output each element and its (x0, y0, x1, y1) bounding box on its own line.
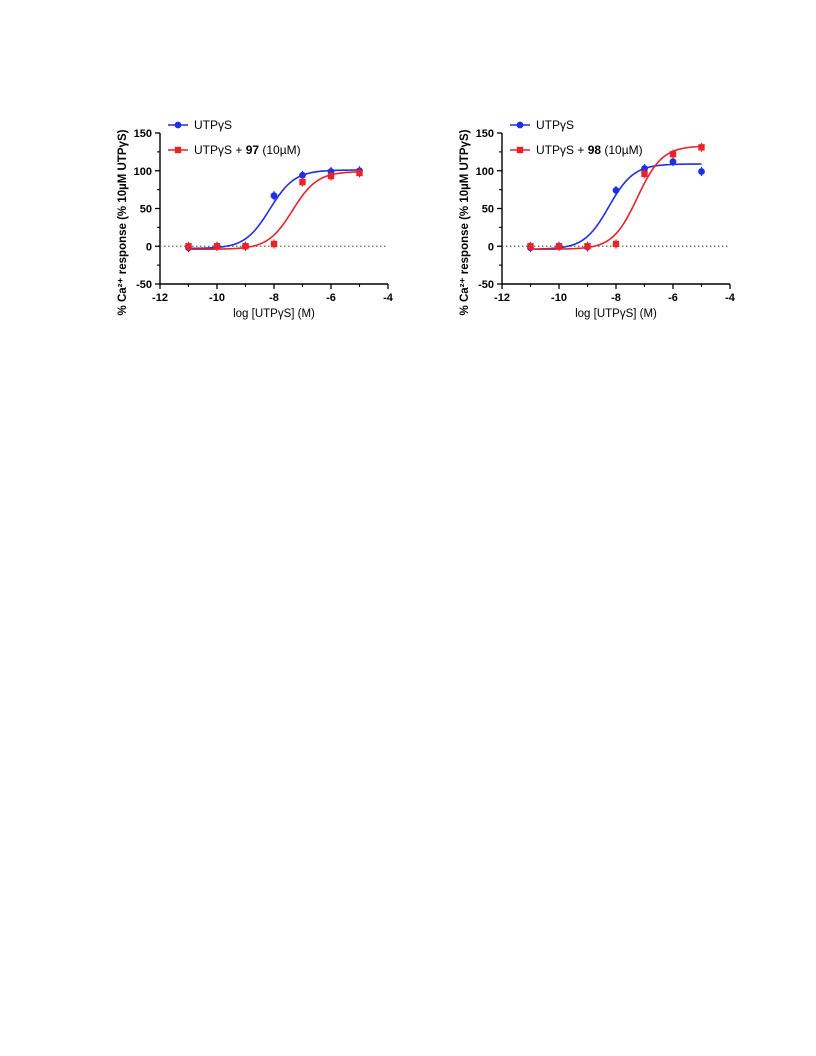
chart-1-y-tick-label: 150 (476, 128, 494, 140)
chart-1-x-tick-label: -4 (725, 292, 736, 304)
chart-1-y-tick-label: -50 (478, 279, 494, 291)
chart-0-series-1-fit-curve (188, 171, 360, 251)
chart-0-series-0-fit-curve (188, 169, 360, 250)
chart-0-x-tick-label: -4 (383, 292, 394, 304)
chart-0-x-axis-label: log [UTPγS] (M) (233, 308, 315, 320)
chart-1-series-1-point (641, 170, 648, 177)
chart-0-series-1-point (327, 172, 335, 180)
chart-0-series-0-point (270, 192, 278, 200)
chart-0-x-tick-label: -8 (269, 292, 279, 304)
chart-1-x-tick-label: -6 (668, 292, 678, 304)
chart-1-series-1-point (669, 150, 677, 158)
chart-1-x-axis-label: log [UTPγS] (M) (575, 308, 657, 320)
chart-0-series-0-point (299, 171, 306, 179)
chart-1-series-0-point (641, 165, 648, 172)
chart-1-series-0-point (612, 186, 620, 194)
chart-1-series-0-point (698, 168, 705, 175)
chart-0-legend-1-marker (174, 146, 182, 154)
chart-1-series-1-point (527, 243, 534, 250)
chart-1-x-tick-label: -10 (551, 292, 567, 304)
chart-1-x-tick-label: -8 (611, 292, 621, 304)
chart-0-series-1-point (356, 169, 363, 177)
chart-0-series-1-point (270, 240, 278, 248)
chart-1-series-1-point (555, 243, 563, 250)
chart-1-x-tick-label: -12 (494, 292, 510, 304)
chart-1-series-1-point (698, 144, 705, 151)
chart-1-y-axis-label: % Ca²⁺ response (% 10µM UTPγS) (459, 129, 471, 315)
dose-response-chart-left: -50 0 50 100 150 -12 -10 -8 -6 -4 log [UTPγS] (M)%… (108, 100, 398, 330)
chart-1-legend-1-label: UTPγS + 98 (10µM) (536, 143, 643, 157)
chart-0-series-1-point (213, 243, 221, 250)
chart-0-series-1-point (242, 243, 249, 250)
chart-0-y-tick-label: 0 (146, 241, 152, 253)
chart-right-svg: -50 0 50 100 150 -12 -10 -8 -6 -4 log [UTPγS] (M)%… (459, 118, 736, 320)
chart-0-legend-0-marker (174, 121, 182, 129)
chart-0-y-tick-label: 50 (140, 204, 152, 216)
chart-left-svg: -50 0 50 100 150 -12 -10 -8 -6 -4 log [UTPγS] (M)%… (117, 118, 394, 320)
chart-1-y-tick-label: 50 (482, 204, 494, 216)
chart-0-x-tick-label: -6 (326, 292, 336, 304)
chart-1-legend-0-label: UTPγS (536, 118, 574, 132)
chart-1-legend-0-marker (516, 121, 524, 129)
chart-1-legend-1-marker (516, 146, 524, 154)
chart-1-series-1-point (612, 240, 620, 248)
dose-response-chart-right: -50 0 50 100 150 -12 -10 -8 -6 -4 log [UTPγS] (M)%… (450, 100, 740, 330)
chart-0-y-tick-label: -50 (136, 279, 152, 291)
chart-1-series-0-point (669, 158, 677, 166)
chart-0-series-1-point (299, 178, 306, 186)
chart-0-y-tick-label: 100 (134, 166, 152, 178)
chart-1-series-1-point (584, 243, 591, 250)
chart-0-x-tick-label: -12 (152, 292, 168, 304)
chart-1-y-tick-label: 100 (476, 166, 494, 178)
chart-1-y-tick-label: 0 (488, 241, 494, 253)
chart-0-series-1-point (185, 243, 192, 250)
chart-0-y-tick-label: 150 (134, 128, 152, 140)
chart-0-y-axis-label: % Ca²⁺ response (% 10µM UTPγS) (117, 129, 129, 315)
chart-1-series-0-fit-curve (530, 163, 702, 250)
chart-0-legend-0-label: UTPγS (194, 118, 232, 132)
chart-0-legend-1-label: UTPγS + 97 (10µM) (194, 143, 301, 157)
chart-0-x-tick-label: -10 (209, 292, 225, 304)
